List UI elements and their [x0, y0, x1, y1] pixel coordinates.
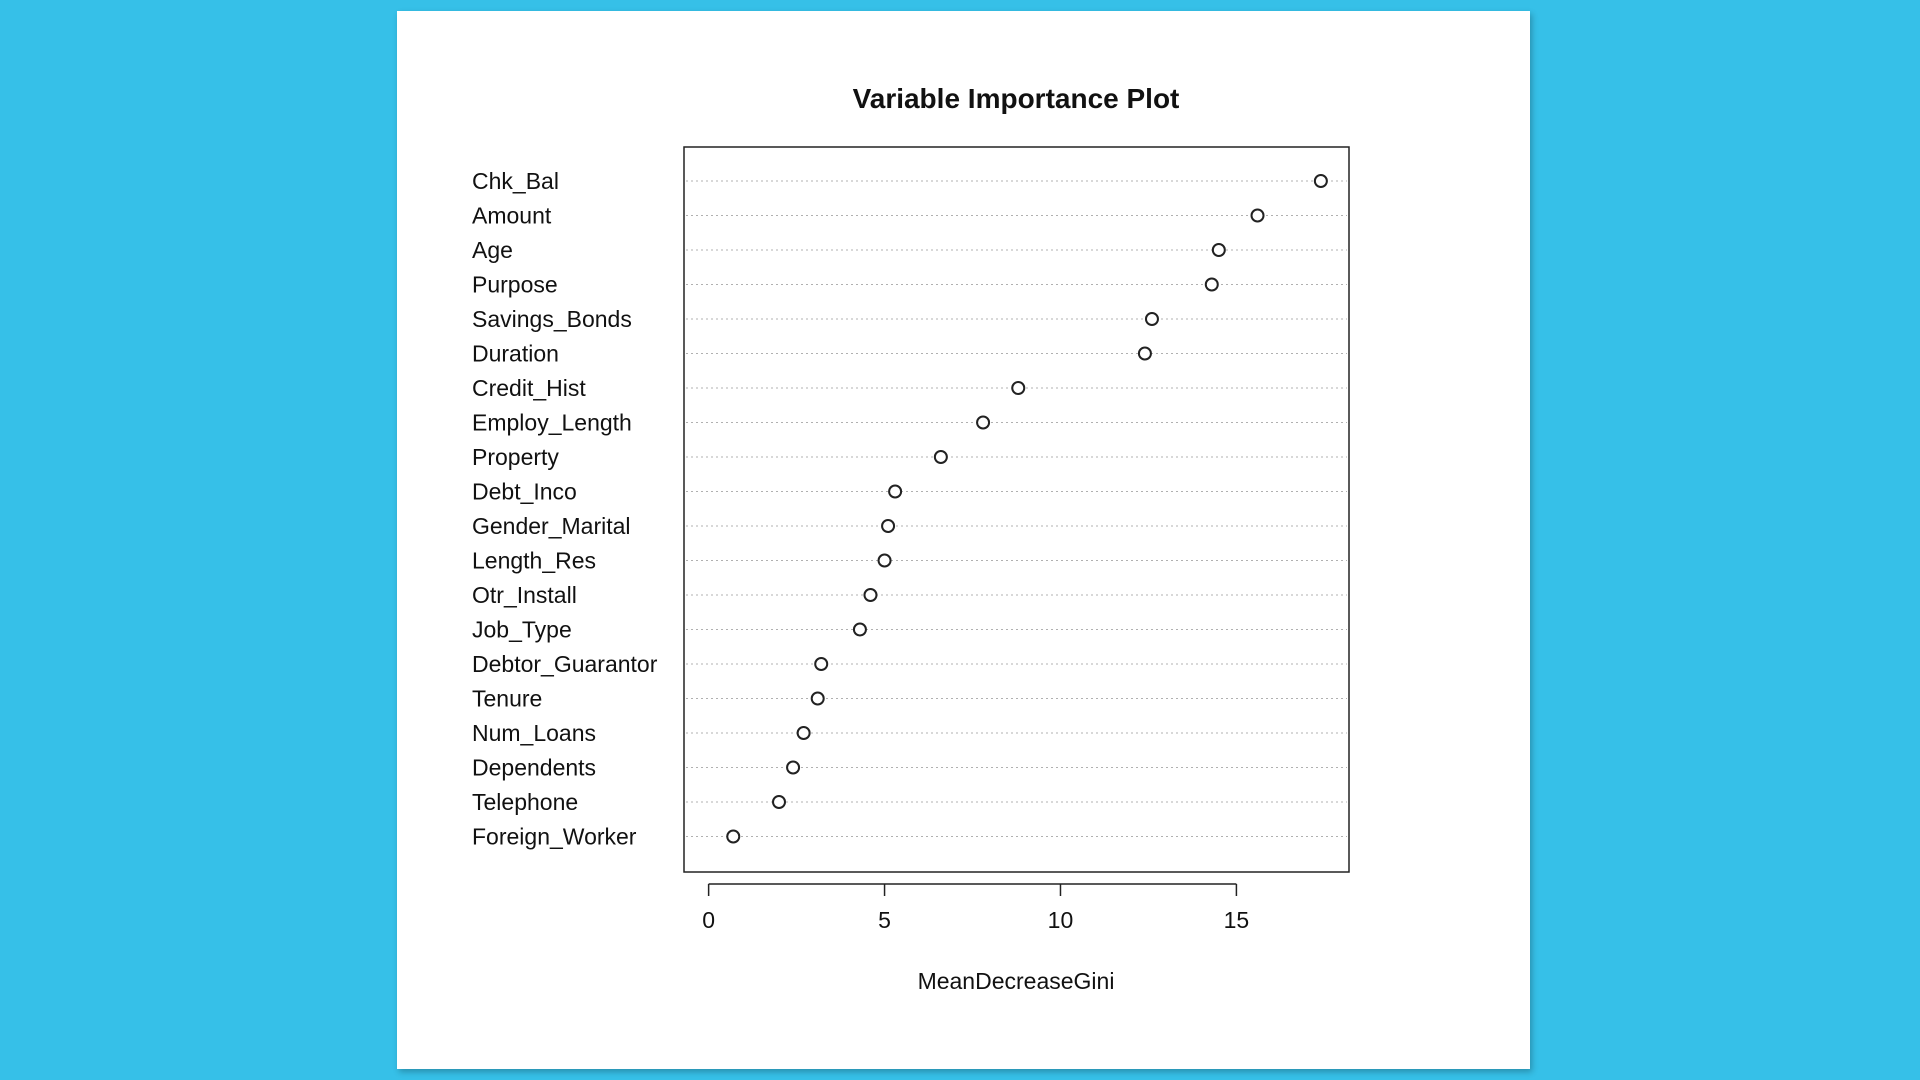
category-label: Job_Type — [472, 617, 572, 643]
category-label: Debt_Inco — [472, 479, 577, 505]
category-label: Tenure — [472, 686, 542, 712]
data-point — [1011, 381, 1026, 395]
data-point — [863, 588, 878, 602]
plot-frame — [683, 146, 1350, 873]
data-point — [1250, 208, 1265, 223]
data-point — [888, 484, 903, 499]
x-tick-label: 5 — [878, 907, 891, 933]
chart-title: Variable Importance Plot — [853, 83, 1180, 114]
category-label: Length_Res — [472, 548, 596, 574]
data-point — [772, 795, 786, 809]
category-label: Credit_Hist — [472, 375, 586, 401]
x-axis-label: MeanDecreaseGini — [918, 968, 1115, 994]
data-point — [1204, 277, 1219, 292]
category-label: Telephone — [472, 789, 578, 815]
data-point — [976, 415, 991, 430]
data-point — [726, 829, 741, 844]
data-point — [933, 450, 948, 464]
data-point — [796, 726, 811, 740]
category-label: Num_Loans — [472, 720, 596, 746]
data-point — [1137, 346, 1152, 361]
category-label: Otr_Install — [472, 582, 577, 608]
category-label: Savings_Bonds — [472, 306, 632, 332]
data-point — [810, 691, 825, 706]
data-point — [1313, 174, 1328, 188]
category-label: Duration — [472, 341, 559, 367]
x-tick-label: 0 — [702, 907, 715, 933]
data-point — [814, 657, 829, 671]
x-tick-label: 10 — [1048, 907, 1074, 933]
category-label: Property — [472, 444, 559, 470]
category-label: Age — [472, 237, 513, 263]
category-label: Debtor_Guarantor — [472, 651, 658, 677]
category-label: Chk_Bal — [472, 168, 559, 194]
data-point — [1144, 312, 1159, 326]
data-point — [881, 519, 896, 533]
data-point — [786, 760, 801, 775]
category-label: Dependents — [472, 755, 596, 781]
data-point — [1211, 243, 1226, 257]
category-label: Gender_Marital — [472, 513, 631, 539]
category-label: Amount — [472, 203, 552, 229]
category-label: Purpose — [472, 272, 558, 298]
data-point — [877, 553, 892, 568]
category-label: Foreign_Worker — [472, 824, 637, 850]
slide: Variable Importance Plot Chk_Bal Amount Age… — [397, 11, 1530, 1069]
category-label: Employ_Length — [472, 410, 632, 436]
x-tick-label: 15 — [1224, 907, 1250, 933]
variable-importance-chart: Variable Importance Plot Chk_Bal Amount Age… — [472, 83, 1350, 994]
data-point — [852, 622, 867, 637]
